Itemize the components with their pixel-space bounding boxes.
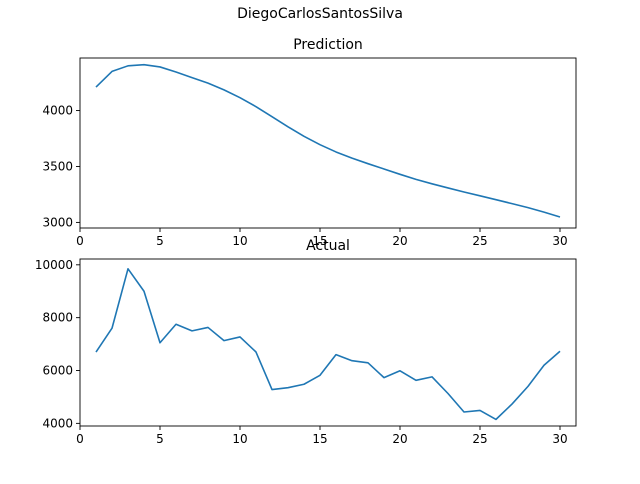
x-tick-label: 0 — [76, 234, 84, 248]
y-tick-label: 10000 — [35, 258, 73, 272]
data-point — [319, 143, 321, 145]
x-tick-label: 10 — [232, 234, 247, 248]
data-point — [287, 386, 289, 388]
data-point — [559, 216, 561, 218]
data-point — [415, 379, 417, 381]
data-point — [367, 362, 369, 364]
subplot-title: Prediction — [293, 37, 363, 53]
data-point — [191, 76, 193, 78]
data-point — [447, 187, 449, 189]
data-point — [111, 327, 113, 329]
data-point — [431, 183, 433, 185]
data-point — [447, 392, 449, 394]
data-point — [495, 199, 497, 201]
subplot-2: 0 5 10 15 20 25 30 4000 6000 8000 10000 Actual — [35, 238, 577, 446]
data-point — [527, 385, 529, 387]
data-point — [175, 71, 177, 73]
data-point — [191, 330, 193, 332]
data-point — [255, 351, 257, 353]
data-point — [175, 323, 177, 325]
y-tick-label: 4000 — [42, 416, 73, 430]
data-point — [255, 105, 257, 107]
y-tick-label: 3500 — [42, 159, 73, 173]
axes-frame — [79, 258, 577, 427]
x-tick-label: 30 — [552, 234, 567, 248]
data-point — [527, 206, 529, 208]
data-point — [95, 86, 97, 88]
data-point — [143, 64, 145, 66]
x-tick-label: 5 — [156, 432, 164, 446]
data-point — [543, 364, 545, 366]
data-point — [463, 191, 465, 193]
x-tick-label: 20 — [392, 432, 407, 446]
subplot-1: 0 5 10 15 20 25 30 3000 3500 4000 Prediction — [42, 37, 577, 248]
series-line — [95, 267, 561, 421]
data-point — [319, 374, 321, 376]
x-tick-label: 15 — [312, 234, 327, 248]
data-point — [95, 351, 97, 353]
data-point — [207, 82, 209, 84]
x-tick-label: 25 — [472, 432, 487, 446]
data-point — [463, 411, 465, 413]
figure-title: DiegoCarlosSantosSilva — [237, 6, 403, 22]
data-point — [111, 70, 113, 72]
data-point — [159, 66, 161, 68]
x-tick-label: 5 — [156, 234, 164, 248]
data-point — [383, 376, 385, 378]
data-point — [383, 168, 385, 170]
series-line — [95, 63, 561, 218]
x-tick-label: 25 — [472, 234, 487, 248]
data-point — [207, 326, 209, 328]
data-point — [239, 336, 241, 338]
data-point — [511, 202, 513, 204]
data-point — [335, 353, 337, 355]
data-point — [127, 65, 129, 67]
subplot-title: Actual — [306, 238, 350, 254]
y-tick-label: 6000 — [42, 364, 73, 378]
data-point — [239, 97, 241, 99]
data-point — [159, 342, 161, 344]
y-tick-label: 8000 — [42, 311, 73, 325]
data-point — [223, 89, 225, 91]
data-point — [367, 162, 369, 164]
data-point — [223, 339, 225, 341]
x-tick-label: 30 — [552, 432, 567, 446]
data-point — [479, 195, 481, 197]
data-point — [303, 383, 305, 385]
y-tick-label: 3000 — [42, 215, 73, 229]
data-point — [399, 370, 401, 372]
y-tick-label: 4000 — [42, 104, 73, 118]
data-point — [143, 290, 145, 292]
x-tick-label: 20 — [392, 234, 407, 248]
data-point — [287, 126, 289, 128]
data-point — [271, 388, 273, 390]
x-tick-label: 15 — [312, 432, 327, 446]
data-point — [479, 409, 481, 411]
data-point — [495, 418, 497, 420]
x-tick-label: 10 — [232, 432, 247, 446]
data-point — [351, 157, 353, 159]
data-point — [511, 403, 513, 405]
data-point — [351, 360, 353, 362]
data-point — [127, 268, 129, 270]
data-point — [431, 376, 433, 378]
data-point — [559, 350, 561, 352]
axes-frame — [79, 57, 577, 229]
data-point — [543, 211, 545, 213]
data-point — [415, 178, 417, 180]
data-point — [335, 151, 337, 153]
data-point — [399, 173, 401, 175]
data-point — [271, 116, 273, 118]
x-tick-label: 0 — [76, 432, 84, 446]
data-point — [303, 135, 305, 137]
